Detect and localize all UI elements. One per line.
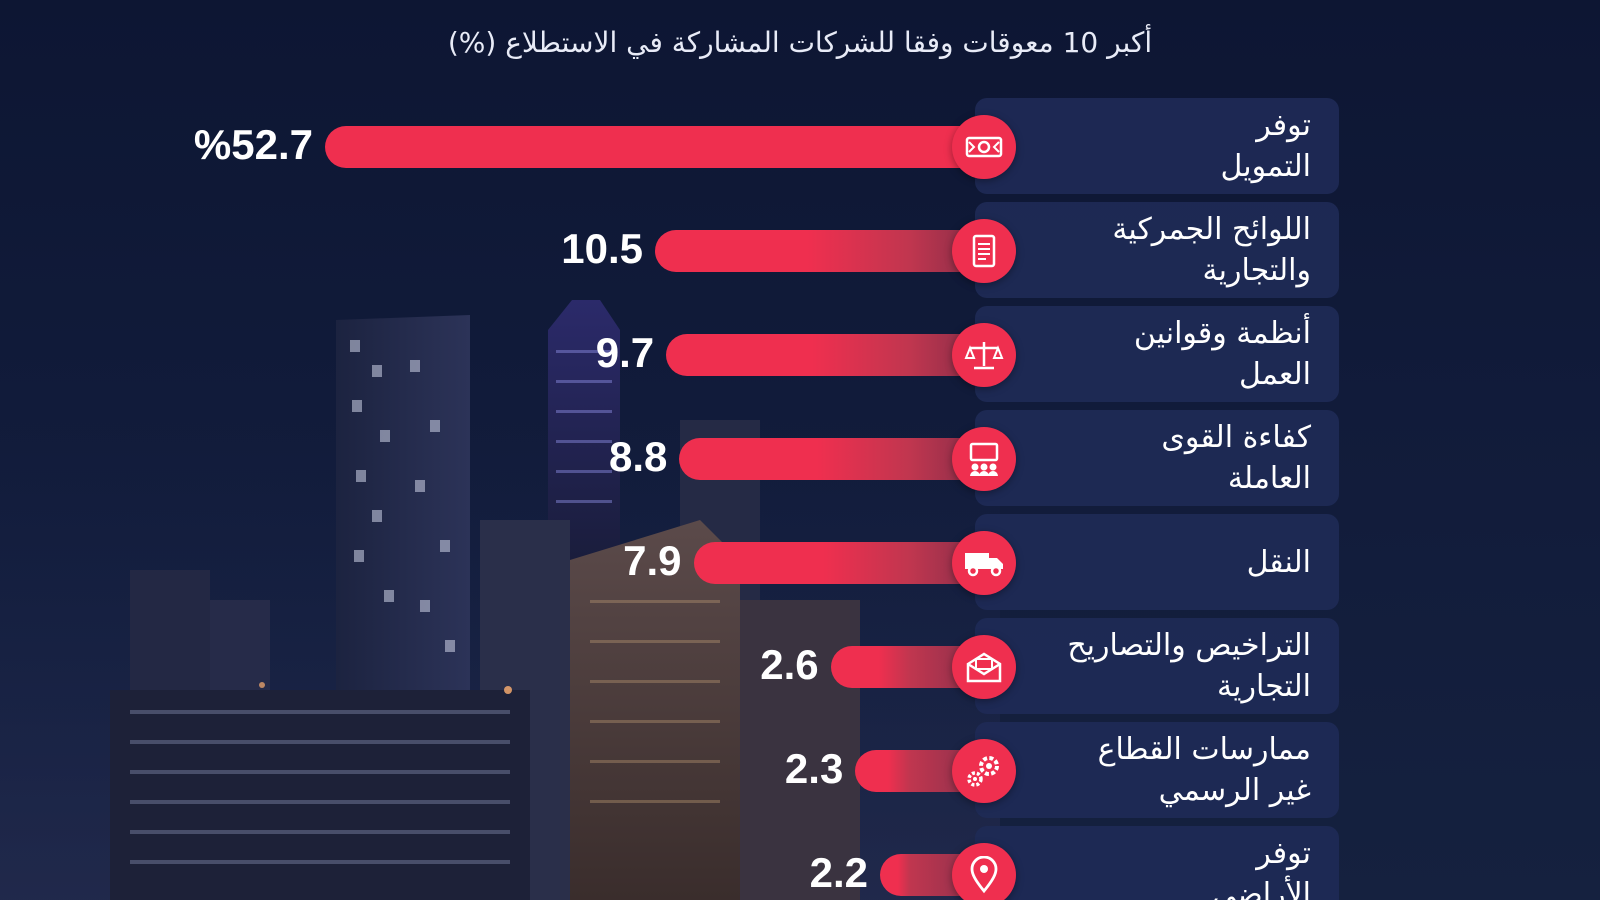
envelope-icon <box>952 635 1016 699</box>
scales-icon <box>952 323 1016 387</box>
value-label: 2.3 <box>784 745 844 792</box>
value-label: 2.6 <box>760 641 819 688</box>
bar <box>679 438 1000 480</box>
category-label: التراخيص والتصاريح التجارية <box>1067 628 1311 704</box>
category-card: توفر الأراضي <box>975 826 1339 900</box>
category-label: اللوائح الجمركية والتجارية <box>1112 212 1311 288</box>
category-label: توفر التمويل <box>1220 108 1311 184</box>
money-icon <box>952 115 1016 179</box>
document-icon <box>952 219 1016 283</box>
category-card: التراخيص والتصاريح التجارية <box>975 618 1339 714</box>
category-card: اللوائح الجمركية والتجارية <box>975 202 1339 298</box>
bar <box>693 542 1000 584</box>
location-pin-icon <box>952 843 1016 900</box>
category-label: توفر الأراضي <box>1212 836 1311 900</box>
value-label: 7.9 <box>623 537 682 584</box>
category-card: ممارسات القطاع غير الرسمي <box>975 722 1339 818</box>
value-label: 9.7 <box>595 329 655 376</box>
bar <box>325 126 1000 168</box>
value-label: 2.2 <box>809 849 868 896</box>
category-label: النقل <box>1246 544 1311 580</box>
gears-icon <box>952 739 1016 803</box>
chart-subtitle: أكبر 10 معوقات وفقا للشركات المشاركة في … <box>447 26 1153 59</box>
category-card: كفاءة القوى العاملة <box>975 410 1339 506</box>
category-card: النقل <box>975 514 1339 610</box>
category-label: كفاءة القوى العاملة <box>1161 420 1311 496</box>
value-label: 8.8 <box>608 433 668 480</box>
category-label: أنظمة وقوانين العمل <box>1133 316 1311 392</box>
bar <box>666 334 1000 376</box>
bar <box>654 230 1000 272</box>
category-card: توفر التمويل <box>975 98 1339 194</box>
value-label: 10.5 <box>561 225 643 272</box>
category-label: ممارسات القطاع غير الرسمي <box>1097 732 1311 808</box>
training-icon <box>952 427 1016 491</box>
category-card: أنظمة وقوانين العمل <box>975 306 1339 402</box>
truck-icon <box>952 531 1016 595</box>
value-label: %52.7 <box>193 121 313 168</box>
